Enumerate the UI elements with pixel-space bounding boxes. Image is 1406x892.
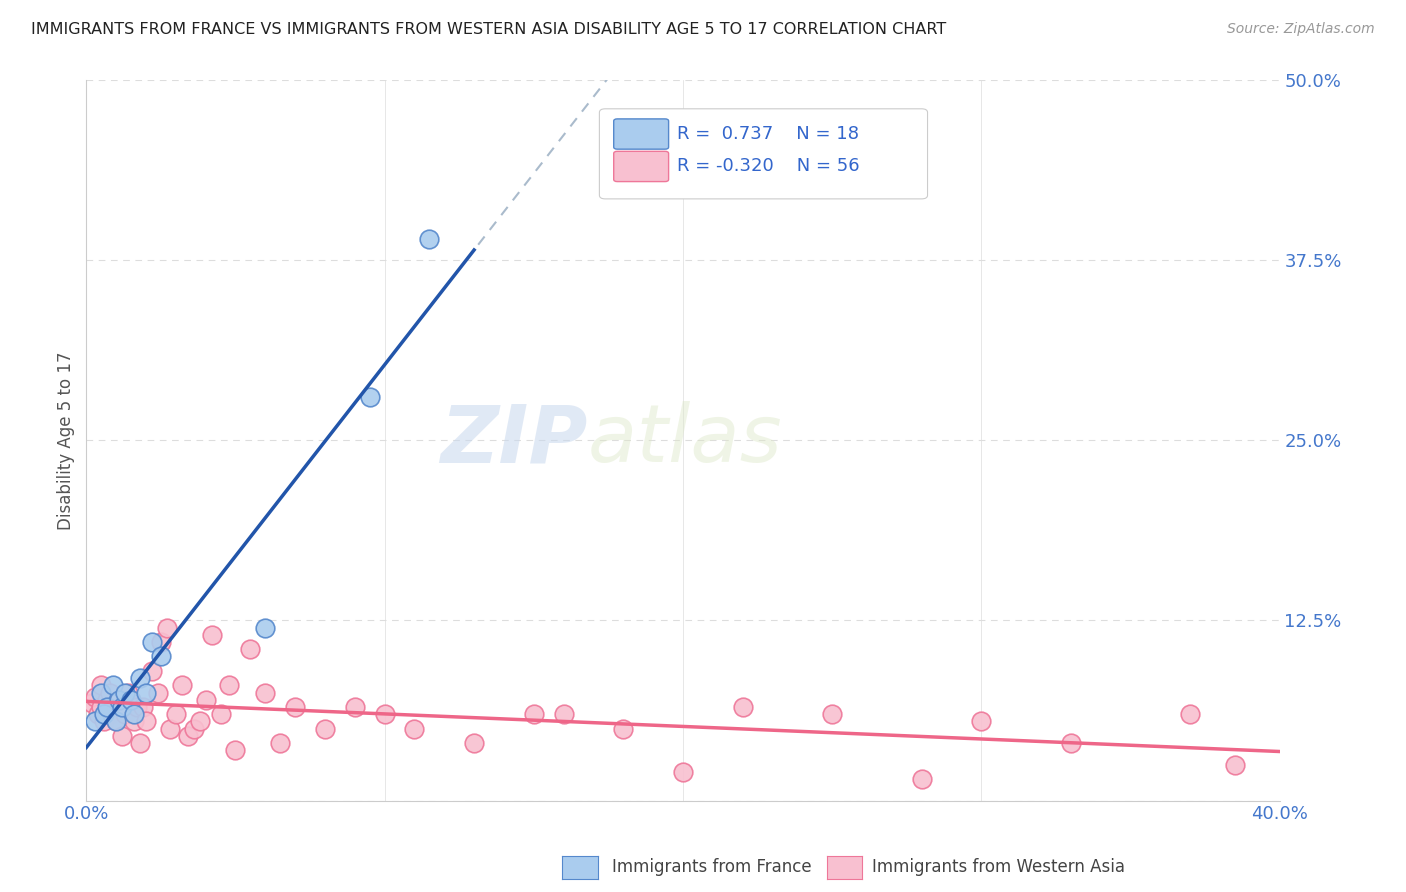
Point xyxy=(374,707,396,722)
Point xyxy=(159,722,181,736)
Point xyxy=(141,664,163,678)
Point xyxy=(254,685,277,699)
Text: atlas: atlas xyxy=(588,401,782,479)
Point xyxy=(90,678,112,692)
Point xyxy=(523,707,546,722)
Point xyxy=(135,685,157,699)
Text: R =  0.737    N = 18: R = 0.737 N = 18 xyxy=(676,125,859,143)
Point xyxy=(125,700,148,714)
Point xyxy=(209,707,232,722)
Point xyxy=(254,621,277,635)
Text: Immigrants from France: Immigrants from France xyxy=(612,858,811,876)
Point xyxy=(120,692,142,706)
Point xyxy=(200,628,222,642)
Point xyxy=(183,722,205,736)
Point xyxy=(90,685,112,699)
Point xyxy=(114,685,136,699)
Point xyxy=(188,714,211,729)
Point xyxy=(269,736,291,750)
Point xyxy=(93,707,115,722)
Point xyxy=(114,707,136,722)
Point xyxy=(404,722,426,736)
Point xyxy=(359,390,381,404)
Point xyxy=(82,696,104,710)
Point xyxy=(239,642,262,657)
Point xyxy=(101,700,124,714)
Point xyxy=(84,690,107,704)
Point xyxy=(970,714,993,729)
FancyBboxPatch shape xyxy=(613,119,669,149)
Y-axis label: Disability Age 5 to 17: Disability Age 5 to 17 xyxy=(58,351,75,530)
Point xyxy=(108,692,131,706)
Point xyxy=(1060,736,1083,750)
Point xyxy=(612,722,634,736)
Point xyxy=(553,707,575,722)
Point xyxy=(418,231,440,245)
Text: IMMIGRANTS FROM FRANCE VS IMMIGRANTS FROM WESTERN ASIA DISABILITY AGE 5 TO 17 CO: IMMIGRANTS FROM FRANCE VS IMMIGRANTS FRO… xyxy=(31,22,946,37)
Point xyxy=(146,685,169,699)
Text: Source: ZipAtlas.com: Source: ZipAtlas.com xyxy=(1227,22,1375,37)
Point xyxy=(120,692,142,706)
Point xyxy=(314,722,336,736)
FancyBboxPatch shape xyxy=(599,109,928,199)
Point xyxy=(90,700,112,714)
Point xyxy=(224,743,246,757)
Point xyxy=(111,700,134,714)
Point xyxy=(96,692,118,706)
Point xyxy=(170,678,193,692)
Point xyxy=(284,700,307,714)
Point xyxy=(1178,707,1201,722)
Point xyxy=(87,707,110,722)
Point xyxy=(117,685,139,699)
Point xyxy=(105,714,128,729)
Point xyxy=(194,692,217,706)
Point xyxy=(821,707,844,722)
Point xyxy=(93,714,115,729)
FancyBboxPatch shape xyxy=(613,152,669,182)
Point xyxy=(129,671,152,685)
Point xyxy=(129,736,152,750)
Text: ZIP: ZIP xyxy=(440,401,588,479)
Point xyxy=(343,700,366,714)
Point xyxy=(108,692,131,706)
Point xyxy=(672,764,695,779)
Point xyxy=(149,649,172,664)
Point xyxy=(218,678,240,692)
Point xyxy=(463,736,485,750)
Point xyxy=(98,685,121,699)
Point xyxy=(135,714,157,729)
Point xyxy=(1223,757,1246,772)
Point xyxy=(122,707,145,722)
Point xyxy=(101,678,124,692)
Point xyxy=(165,707,187,722)
Text: Immigrants from Western Asia: Immigrants from Western Asia xyxy=(872,858,1125,876)
Point xyxy=(122,714,145,729)
Point xyxy=(910,772,932,786)
Point xyxy=(96,700,118,714)
Point xyxy=(731,700,754,714)
Point xyxy=(177,729,200,743)
Point xyxy=(105,714,128,729)
Point xyxy=(111,729,134,743)
Point xyxy=(156,621,179,635)
Point xyxy=(98,707,121,722)
Point xyxy=(84,714,107,729)
Point xyxy=(141,635,163,649)
Point xyxy=(149,635,172,649)
Text: R = -0.320    N = 56: R = -0.320 N = 56 xyxy=(676,158,859,176)
Point xyxy=(132,700,155,714)
